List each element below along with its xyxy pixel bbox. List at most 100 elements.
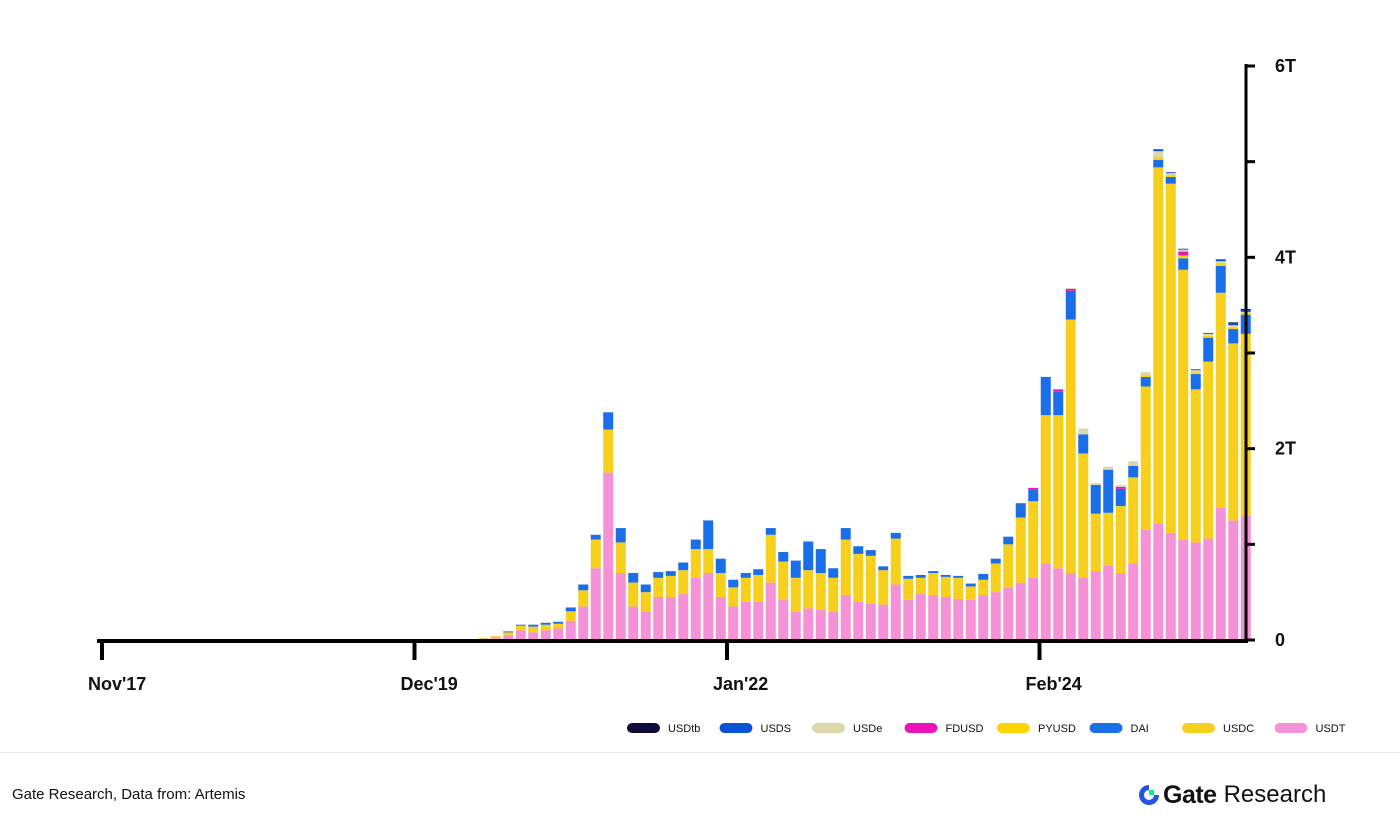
bar-usdt-50: [728, 606, 739, 640]
bar-pyusd-88: [1203, 335, 1214, 338]
bar-stack-82: [1128, 461, 1139, 640]
bar-usdt-36: [553, 628, 564, 640]
bar-usdt-88: [1203, 538, 1214, 640]
legend-label: FDUSD: [946, 723, 984, 735]
bar-usdt-33: [515, 630, 526, 640]
bar-usdt-90: [1228, 520, 1239, 640]
legend-label: USDT: [1316, 723, 1346, 735]
bar-usdt-37: [565, 620, 576, 640]
bar-usds-89: [1215, 259, 1226, 262]
bar-usdc-51: [740, 577, 751, 602]
bar-stack-47: [690, 539, 701, 640]
bar-stack-90: [1228, 322, 1239, 640]
bar-dai-43: [640, 584, 651, 593]
bar-stack-70: [978, 573, 989, 640]
bar-pyusd-86: [1178, 255, 1189, 259]
x-tick-label: Feb'24: [1026, 674, 1082, 694]
bar-dai-46: [678, 562, 689, 571]
bar-usdt-85: [1165, 532, 1176, 640]
bar-usdc-90: [1228, 343, 1239, 521]
bar-usdc-35: [540, 624, 551, 631]
bar-usdc-41: [615, 542, 626, 574]
bar-dai-42: [628, 573, 639, 583]
bar-usdc-49: [715, 573, 726, 597]
bar-dai-35: [540, 622, 551, 625]
bar-usdc-54: [778, 561, 789, 600]
bar-dai-36: [553, 621, 564, 624]
bar-dai-32: [503, 631, 514, 633]
bar-usdc-85: [1165, 183, 1176, 533]
bar-usdt-56: [803, 608, 814, 640]
bar-usdc-72: [1003, 544, 1014, 588]
bar-usdt-43: [640, 611, 651, 640]
bar-dai-56: [803, 541, 814, 571]
bar-usdc-43: [640, 592, 651, 612]
bar-stack-80: [1103, 466, 1114, 640]
bar-usdc-34: [528, 626, 539, 633]
x-axis: Nov'17 Dec'19 Jan'22 Feb'24: [88, 639, 1248, 694]
bar-dai-70: [978, 573, 989, 580]
bar-usdt-81: [1115, 573, 1126, 640]
bar-stacks: [478, 149, 1251, 640]
bar-usds-90: [1228, 323, 1239, 326]
bar-stack-88: [1203, 332, 1214, 640]
bar-usdt-76: [1053, 568, 1064, 640]
bar-usdc-64: [903, 578, 914, 600]
bar-dai-48: [703, 520, 714, 550]
bar-usdt-72: [1003, 587, 1014, 640]
bar-stack-53: [765, 528, 776, 640]
bar-usdt-68: [953, 598, 964, 640]
bar-stack-58: [828, 568, 839, 640]
bar-usdc-73: [1015, 517, 1026, 583]
bar-dai-67: [940, 574, 951, 577]
bar-usdt-80: [1103, 565, 1114, 640]
bar-usdt-84: [1153, 523, 1164, 640]
bar-usdc-47: [690, 549, 701, 578]
legend-swatch: [1182, 723, 1215, 733]
bar-stack-44: [653, 572, 664, 640]
bar-pyusd-89: [1215, 263, 1226, 266]
bar-usde-80: [1103, 466, 1114, 470]
bar-dai-54: [778, 551, 789, 562]
y-tick-label: 4T: [1275, 247, 1296, 267]
bar-usdc-55: [790, 577, 801, 612]
bar-usdt-32: [503, 635, 514, 640]
bar-usdt-79: [1090, 571, 1101, 640]
bar-stack-57: [815, 549, 826, 640]
bar-usdc-48: [703, 549, 714, 574]
bar-stack-75: [1040, 376, 1051, 640]
bar-dai-45: [665, 571, 676, 576]
bar-usdc-87: [1190, 389, 1201, 543]
bar-stack-59: [840, 528, 851, 640]
bar-dai-78: [1078, 434, 1089, 454]
bar-stack-60: [853, 546, 864, 640]
bar-dai-41: [615, 528, 626, 543]
bar-usdtb-90: [1228, 322, 1239, 324]
bar-usdt-58: [828, 611, 839, 640]
bar-usdc-62: [878, 570, 889, 605]
bar-usdc-88: [1203, 361, 1214, 539]
bar-usdt-41: [615, 573, 626, 640]
bar-usdt-61: [865, 603, 876, 640]
bar-usdt-34: [528, 632, 539, 640]
bar-dai-76: [1053, 391, 1064, 416]
bar-usdc-74: [1028, 501, 1039, 578]
bar-usds-85: [1165, 172, 1176, 174]
bar-stack-84: [1153, 149, 1164, 640]
bar-usdc-67: [940, 576, 951, 597]
bar-dai-59: [840, 528, 851, 540]
x-tick-label: Dec'19: [401, 674, 458, 694]
y-tick-label: 2T: [1275, 439, 1296, 459]
bar-usdt-66: [928, 595, 939, 640]
bar-dai-44: [653, 572, 664, 578]
bar-usdc-65: [915, 577, 926, 595]
bar-usdc-78: [1078, 453, 1089, 578]
bar-dai-69: [965, 583, 976, 587]
legend-label: USDe: [853, 723, 882, 735]
bar-dai-88: [1203, 337, 1214, 362]
legend-swatch: [719, 723, 753, 733]
bar-usdt-89: [1215, 507, 1226, 640]
bar-stack-63: [890, 532, 901, 640]
bar-stack-52: [753, 569, 764, 640]
bar-usdt-60: [853, 601, 864, 640]
